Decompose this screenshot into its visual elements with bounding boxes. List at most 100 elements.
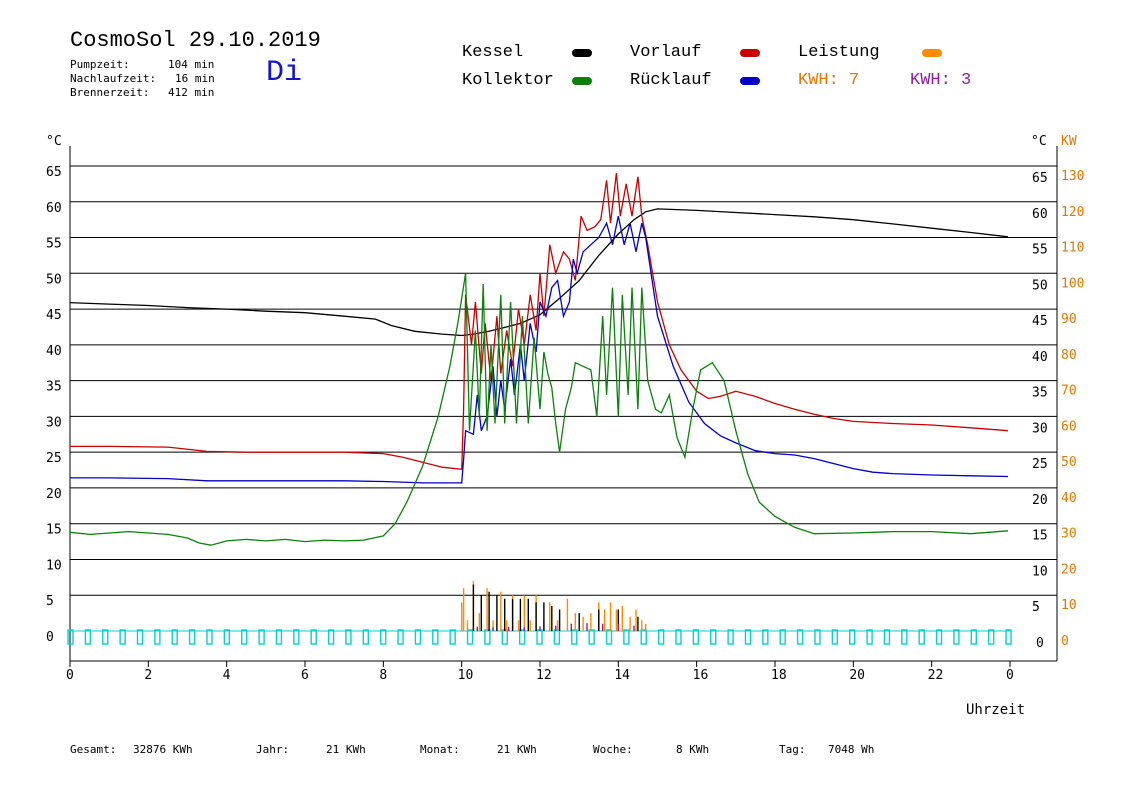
pump-run-19 bbox=[397, 629, 404, 645]
pump-run-22 bbox=[449, 629, 456, 645]
y-tick-right-50: 50 bbox=[1032, 278, 1048, 293]
y-tick-right-20: 20 bbox=[1032, 493, 1048, 508]
pump-run-40 bbox=[762, 629, 769, 645]
pump-run-41 bbox=[779, 629, 786, 645]
pump-run-33 bbox=[640, 629, 647, 645]
pump-run-52 bbox=[970, 629, 977, 645]
y-tick-right-40: 40 bbox=[1032, 350, 1048, 365]
legend-kwh-2: KWH: 3 bbox=[910, 71, 972, 90]
pump-run-3 bbox=[119, 629, 126, 645]
footer-monat-value: 21 KWh bbox=[497, 743, 537, 756]
pump-run-28 bbox=[553, 629, 561, 645]
series-kollektor bbox=[69, 273, 1009, 546]
x-tick-2: 4 bbox=[223, 668, 231, 683]
y-tick-left-10: 10 bbox=[46, 558, 62, 573]
pump-run-38 bbox=[727, 629, 734, 645]
legend-kessel-swatch bbox=[572, 49, 592, 57]
pump-run-6 bbox=[171, 629, 178, 645]
pump-run-44 bbox=[831, 629, 839, 645]
y2-tick-110: 110 bbox=[1061, 241, 1084, 256]
y2-tick-80: 80 bbox=[1061, 348, 1077, 363]
y2-axis-label: KW bbox=[1061, 134, 1077, 149]
y-tick-right-0: 0 bbox=[1036, 636, 1044, 651]
x-tick-9: 18 bbox=[771, 668, 787, 683]
y-tick-left-0: 0 bbox=[46, 630, 54, 645]
x-tick-10: 20 bbox=[849, 668, 865, 683]
y-tick-left-60: 60 bbox=[46, 201, 62, 216]
x-axis-label: Uhrzeit bbox=[966, 702, 1025, 718]
pump-run-14 bbox=[310, 629, 317, 645]
footer-woche-label: Woche: bbox=[593, 743, 633, 756]
legend-ruecklauf-label: Rücklauf bbox=[630, 71, 712, 90]
y-tick-right-5: 5 bbox=[1032, 600, 1040, 615]
stat-brennerzeit-label: Brennerzeit: bbox=[70, 86, 150, 99]
stat-brennerzeit-value: 412 min bbox=[168, 86, 215, 99]
pump-run-31 bbox=[605, 629, 613, 645]
y-tick-right-25: 25 bbox=[1032, 457, 1048, 472]
stat-nachlaufzeit-value: 16 min bbox=[175, 72, 215, 85]
y-tick-left-45: 45 bbox=[46, 308, 62, 323]
pump-run-39 bbox=[744, 629, 752, 645]
legend-vorlauf-label: Vorlauf bbox=[630, 43, 702, 62]
pump-run-20 bbox=[414, 629, 422, 645]
y-tick-left-30: 30 bbox=[46, 415, 62, 430]
y-tick-right-65: 65 bbox=[1032, 171, 1048, 186]
legend-leistung-swatch bbox=[922, 49, 942, 57]
pump-run-46 bbox=[866, 629, 873, 645]
pump-run-27 bbox=[536, 629, 543, 645]
x-tick-7: 14 bbox=[614, 668, 630, 683]
x-tick-3: 6 bbox=[301, 668, 309, 683]
pump-run-17 bbox=[362, 629, 370, 645]
pump-run-16 bbox=[345, 629, 352, 645]
y-tick-right-55: 55 bbox=[1032, 243, 1048, 258]
pump-run-54 bbox=[1005, 629, 1012, 645]
y-tick-right-35: 35 bbox=[1032, 386, 1048, 401]
pump-run-51 bbox=[953, 629, 960, 645]
pump-run-23 bbox=[466, 629, 474, 645]
pump-run-12 bbox=[275, 629, 283, 645]
footer-tag-value: 7048 Wh bbox=[828, 743, 875, 756]
y-tick-left-40: 40 bbox=[46, 344, 62, 359]
y-tick-left-35: 35 bbox=[46, 380, 62, 395]
pump-run-2 bbox=[102, 629, 109, 645]
y-tick-left-65: 65 bbox=[46, 165, 62, 180]
pump-run-48 bbox=[901, 629, 908, 645]
y-tick-right-45: 45 bbox=[1032, 314, 1048, 329]
pump-run-1 bbox=[84, 629, 92, 645]
y-tick-right-30: 30 bbox=[1032, 421, 1048, 436]
x-tick-12: 0 bbox=[1006, 668, 1014, 683]
legend-kollektor-label: Kollektor bbox=[462, 71, 554, 90]
y2-tick-50: 50 bbox=[1061, 455, 1077, 470]
y-tick-left-25: 25 bbox=[46, 451, 62, 466]
series-kwh-3 bbox=[476, 623, 635, 631]
y2-tick-130: 130 bbox=[1061, 169, 1084, 184]
footer-woche-value: 8 KWh bbox=[676, 743, 710, 756]
y2-tick-120: 120 bbox=[1061, 205, 1084, 220]
footer-monat-label: Monat: bbox=[420, 743, 460, 756]
series-kessel-leistung bbox=[472, 584, 639, 631]
y2-tick-0: 0 bbox=[1061, 634, 1069, 649]
pump-run-0 bbox=[67, 629, 74, 645]
y2-tick-30: 30 bbox=[1061, 527, 1077, 542]
pump-run-10 bbox=[241, 629, 248, 645]
y2-tick-70: 70 bbox=[1061, 384, 1077, 399]
x-tick-1: 2 bbox=[144, 668, 152, 683]
series-kessel bbox=[69, 208, 1009, 337]
pump-run-49 bbox=[918, 629, 925, 645]
pump-run-18 bbox=[379, 629, 387, 645]
pump-run-37 bbox=[710, 629, 717, 645]
pump-run-35 bbox=[675, 629, 682, 645]
x-tick-0: 0 bbox=[66, 668, 74, 683]
pump-run-4 bbox=[136, 629, 144, 645]
footer-gesamt-value: 32876 KWh bbox=[133, 743, 193, 756]
pump-run-29 bbox=[571, 629, 578, 645]
pump-run-15 bbox=[327, 629, 335, 645]
x-tick-4: 8 bbox=[379, 668, 387, 683]
y-tick-right-60: 60 bbox=[1032, 207, 1048, 222]
y-tick-left-50: 50 bbox=[46, 272, 62, 287]
pump-run-26 bbox=[518, 629, 526, 645]
pump-run-13 bbox=[293, 629, 300, 645]
legend-ruecklauf-swatch bbox=[740, 77, 760, 85]
weekday-label: Di bbox=[266, 56, 303, 90]
stat-pumpzeit-value: 104 min bbox=[168, 58, 215, 71]
